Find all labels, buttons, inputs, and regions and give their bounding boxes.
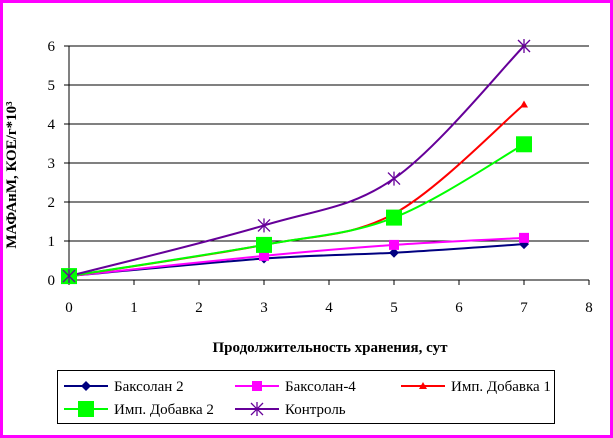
gridlines bbox=[69, 45, 589, 242]
series-1-line bbox=[68, 243, 525, 278]
x-tick-label-8: 8 bbox=[585, 300, 593, 316]
x-tick-label-2: 2 bbox=[195, 300, 203, 316]
legend: Баксолан 2 Баксолан-4 Имп. Добавка 1 Имп. Д… bbox=[57, 370, 555, 424]
series-2-point-1 bbox=[259, 250, 269, 261]
legend-entry-1: Баксолан 2 bbox=[64, 379, 184, 395]
y-tick-label-6: 6 bbox=[48, 39, 56, 55]
series-4-line bbox=[68, 143, 525, 278]
y-axis-label: МАФАнМ, КОЕ/г*10³ bbox=[4, 101, 20, 249]
legend-entry-5: Контроль bbox=[235, 402, 346, 418]
legend-label-2: Баксолан-4 bbox=[285, 379, 356, 395]
legend-entry-2: Баксолан-4 bbox=[235, 379, 356, 395]
legend-label-1: Баксолан 2 bbox=[114, 379, 184, 395]
legend-swatch-marker-1 bbox=[81, 381, 91, 391]
x-tick-label-0: 0 bbox=[65, 300, 73, 316]
x-tick-label-5: 5 bbox=[390, 300, 398, 316]
y-tick-label-4: 4 bbox=[48, 117, 56, 133]
legend-swatch-marker-5 bbox=[250, 402, 264, 416]
series-3-line bbox=[68, 103, 525, 278]
legend-entry-3: Имп. Добавка 1 bbox=[401, 379, 551, 395]
legend-label-3: Имп. Добавка 1 bbox=[451, 379, 551, 395]
legend-label-4: Имп. Добавка 2 bbox=[114, 402, 214, 418]
series-4-point-1 bbox=[256, 236, 272, 253]
series-lines bbox=[68, 45, 525, 278]
series-2-point-3 bbox=[519, 232, 529, 243]
y-tick-label-5: 5 bbox=[48, 78, 56, 94]
y-tick-label-0: 0 bbox=[48, 273, 56, 289]
series-5-point-2 bbox=[387, 171, 401, 186]
legend-swatch-marker-4 bbox=[78, 401, 94, 417]
series-markers bbox=[61, 39, 532, 285]
series-5-point-0 bbox=[62, 269, 76, 284]
tick-labels: 0 1 2 3 4 5 6 0 1 2 3 4 5 6 7 8 bbox=[48, 39, 593, 316]
series-1-point-2 bbox=[389, 247, 399, 258]
legend-entry-4: Имп. Добавка 2 bbox=[64, 401, 214, 418]
y-tick-label-3: 3 bbox=[48, 156, 56, 172]
legend-label-5: Контроль bbox=[285, 402, 346, 418]
legend-items: Баксолан 2 Баксолан-4 Имп. Добавка 1 Имп. Д… bbox=[64, 379, 551, 418]
x-tick-label-6: 6 bbox=[455, 300, 463, 316]
legend-swatch-marker-2 bbox=[252, 381, 262, 391]
y-tick-label-2: 2 bbox=[48, 195, 56, 211]
x-tick-label-7: 7 bbox=[520, 300, 528, 316]
x-tick-label-3: 3 bbox=[260, 300, 268, 316]
series-3-point-3 bbox=[520, 100, 528, 108]
series-4-point-3 bbox=[516, 136, 532, 153]
x-tick-label-1: 1 bbox=[130, 300, 138, 316]
y-tick-label-1: 1 bbox=[48, 234, 56, 250]
series-2-line bbox=[68, 236, 525, 278]
legend-swatch-marker-3 bbox=[419, 382, 427, 389]
series-4-point-2 bbox=[386, 209, 402, 226]
series-5-point-3 bbox=[517, 39, 531, 53]
x-axis-label: Продолжительность хранения, сут bbox=[213, 340, 449, 356]
series-5-point-1 bbox=[257, 218, 271, 233]
series-5-line bbox=[68, 45, 525, 278]
x-tick-label-4: 4 bbox=[325, 300, 333, 316]
series-2-point-2 bbox=[389, 239, 399, 250]
